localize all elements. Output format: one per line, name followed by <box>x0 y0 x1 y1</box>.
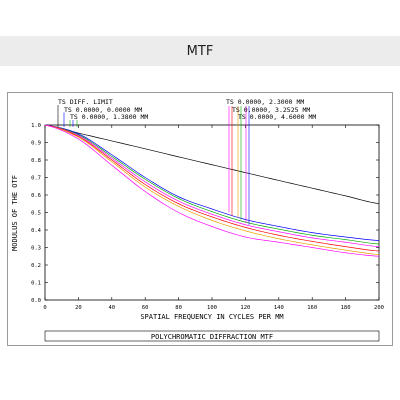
y-tick-label: 0.8 <box>31 158 41 164</box>
x-tick-label: 100 <box>207 305 217 311</box>
y-tick-label: 0.0 <box>31 298 41 304</box>
x-tick-label: 200 <box>374 305 384 311</box>
legend-right-2: TS 0.0000, 4.6000 MM <box>238 113 316 121</box>
series-line-4 <box>44 124 380 252</box>
series-line-3 <box>44 124 380 247</box>
x-tick-label: 20 <box>75 305 82 311</box>
series-line-6 <box>44 124 380 257</box>
legend-right-1: TS 0.0000, 3.2525 MM <box>232 106 310 114</box>
legend-right-0: TS 0.0000, 2.3000 MM <box>226 98 304 106</box>
x-tick-label: 180 <box>341 305 351 311</box>
y-tick-label: 0.1 <box>31 281 41 287</box>
x-tick-label: 140 <box>274 305 284 311</box>
x-tick-labels: 0 20 40 60 80 100 120 140 160 180 200 <box>43 305 384 311</box>
legend-left-2: TS 0.0000, 1.3800 MM <box>70 113 148 121</box>
series-line-1 <box>44 124 380 241</box>
footer-box <box>44 330 380 342</box>
y-tick-label: 0.7 <box>31 176 41 182</box>
chart-footer: POLYCHROMATIC DIFFRACTION MTF <box>151 333 273 341</box>
x-tick-label: 120 <box>240 305 250 311</box>
x-tick-label: 80 <box>175 305 182 311</box>
x-tick-label: 40 <box>108 305 115 311</box>
series-line-0 <box>44 124 380 204</box>
plot-frame <box>7 92 393 346</box>
legend-leader-lines <box>57 105 250 225</box>
y-tick-label: 0.2 <box>31 263 41 269</box>
y-tick-label: 0.5 <box>31 211 41 217</box>
series-line-2 <box>44 124 380 245</box>
legend-left-1: TS 0.0000, 0.0000 MM <box>64 106 142 114</box>
y-tick-labels: 0.0 0.1 0.2 0.3 0.4 0.5 0.6 0.7 0.8 0.9 1.0 <box>31 123 42 304</box>
header-title: MTF <box>186 43 214 59</box>
y-tick-label: 0.4 <box>31 228 42 234</box>
y-axis-label: MODULUS OF THE OTF <box>11 175 19 251</box>
series-line-5 <box>44 124 380 255</box>
y-tick-label: 0.3 <box>31 246 41 252</box>
x-tick-label: 0 <box>43 305 46 311</box>
series-lines <box>44 124 380 257</box>
chart-header: MTF <box>0 36 400 66</box>
x-tick-label: 60 <box>142 305 149 311</box>
x-axis-label: SPATIAL FREQUENCY IN CYCLES PER MM <box>140 313 283 321</box>
y-tick-label: 0.6 <box>31 193 41 199</box>
y-tick-label: 0.9 <box>31 141 41 147</box>
tick-marks <box>44 124 380 301</box>
y-tick-label: 1.0 <box>31 123 41 129</box>
legend-left-0: TS DIFF. LIMIT <box>58 98 113 106</box>
x-tick-label: 160 <box>307 305 317 311</box>
